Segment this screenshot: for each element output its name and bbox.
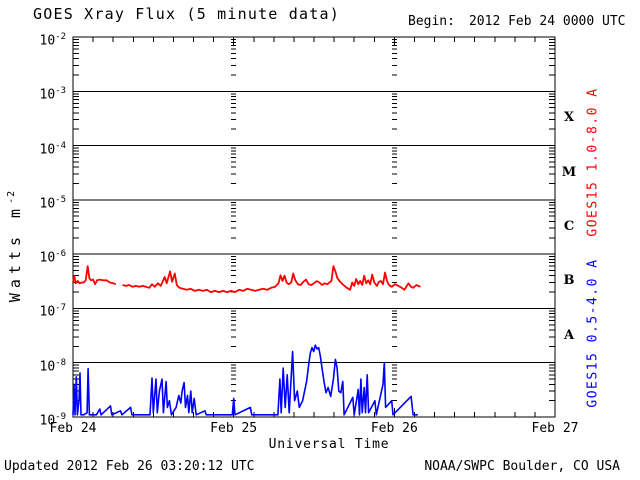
y-axis-label: Watts m-2	[6, 189, 24, 303]
y-tick-label: 10-4	[39, 140, 67, 157]
flare-class-letter: B	[563, 273, 575, 289]
flare-class-letter: C	[563, 219, 575, 234]
updated-timestamp: Updated 2012 Feb 26 03:20:12 UTC	[4, 459, 255, 474]
source-attribution: NOAA/SWPC Boulder, CO USA	[424, 459, 620, 474]
x-tick-label: Feb 24	[49, 421, 97, 436]
begin-label: Begin:	[408, 14, 455, 29]
series-1	[72, 344, 418, 416]
x-tick-label: Feb 26	[370, 421, 418, 436]
flare-class-letter: A	[563, 327, 575, 343]
chart-title: GOES Xray Flux (5 minute data)	[33, 5, 340, 23]
flare-class-letter: X	[563, 110, 575, 126]
y-tick-label: 10-5	[39, 194, 67, 212]
legend-long-channel-label: GOES15 1.0-8.0 A	[585, 87, 601, 237]
y-tick-label: 10-7	[39, 303, 67, 320]
series-0	[72, 265, 421, 293]
x-tick-label: Feb 25	[210, 421, 258, 436]
y-tick-label: 10-9	[39, 412, 67, 429]
y-tick-label: 10-3	[39, 86, 67, 103]
y-tick-label: 10-6	[39, 249, 67, 266]
x-axis-label: Universal Time	[268, 437, 390, 452]
y-tick-label: 10-8	[39, 357, 67, 375]
x-tick-label: Feb 27	[531, 421, 579, 436]
begin-timestamp: Begin: 2012 Feb 24 0000 UTC	[408, 14, 626, 29]
flare-class-letter: M	[561, 164, 577, 180]
begin-value: 2012 Feb 24 0000 UTC	[468, 14, 626, 29]
legend-short-channel-label: GOES15 0.5-4.0 A	[585, 258, 601, 408]
y-tick-label: 10-2	[39, 32, 67, 49]
